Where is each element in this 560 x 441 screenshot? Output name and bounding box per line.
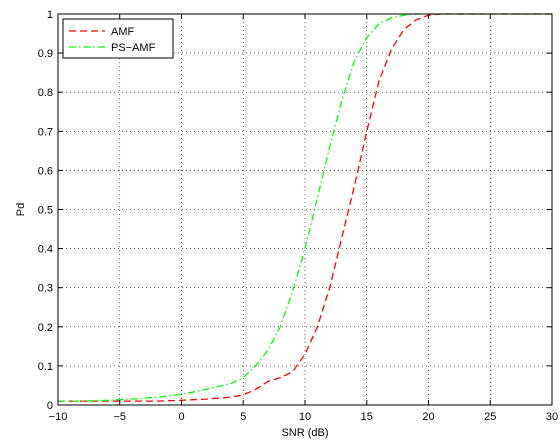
series-layer bbox=[58, 13, 552, 402]
y-tick-label: 0.7 bbox=[38, 126, 53, 138]
y-tick-label: 0.1 bbox=[38, 361, 53, 373]
x-tick-label: 25 bbox=[484, 411, 496, 423]
ticks: −10 −5 0 5 10 15 20 25 30 0 0.1 0.2 0.3 0.4 0.5 0.6 0.7 0… bbox=[38, 9, 558, 423]
legend-label-amf: AMF bbox=[111, 26, 135, 38]
legend: AMF PS−AMF bbox=[62, 18, 174, 59]
y-axis-label: Pd bbox=[15, 203, 27, 216]
y-tick-label: 1 bbox=[47, 9, 53, 21]
y-tick-label: 0.3 bbox=[38, 283, 53, 295]
y-tick-label: 0.2 bbox=[38, 322, 53, 334]
x-tick-label: 15 bbox=[361, 411, 373, 423]
x-tick-label: 30 bbox=[546, 411, 558, 423]
x-tick-label: 5 bbox=[240, 411, 246, 423]
x-tick-label: 0 bbox=[178, 411, 184, 423]
x-tick-label: 20 bbox=[422, 411, 434, 423]
x-tick-label: 10 bbox=[299, 411, 311, 423]
legend-box bbox=[62, 18, 174, 59]
legend-label-ps-amf: PS−AMF bbox=[111, 42, 156, 54]
y-tick-label: 0.6 bbox=[38, 165, 53, 177]
y-tick-label: 0.5 bbox=[38, 205, 53, 217]
y-tick-label: 0 bbox=[47, 400, 53, 412]
x-tick-label: −5 bbox=[113, 411, 126, 423]
y-tick-label: 0.8 bbox=[38, 87, 53, 99]
x-axis-label: SNR (dB) bbox=[281, 427, 328, 439]
series-line-amf bbox=[58, 13, 552, 402]
x-tick-label: −10 bbox=[49, 411, 68, 423]
y-tick-label: 0.4 bbox=[38, 244, 53, 256]
y-tick-label: 0.9 bbox=[38, 48, 53, 60]
